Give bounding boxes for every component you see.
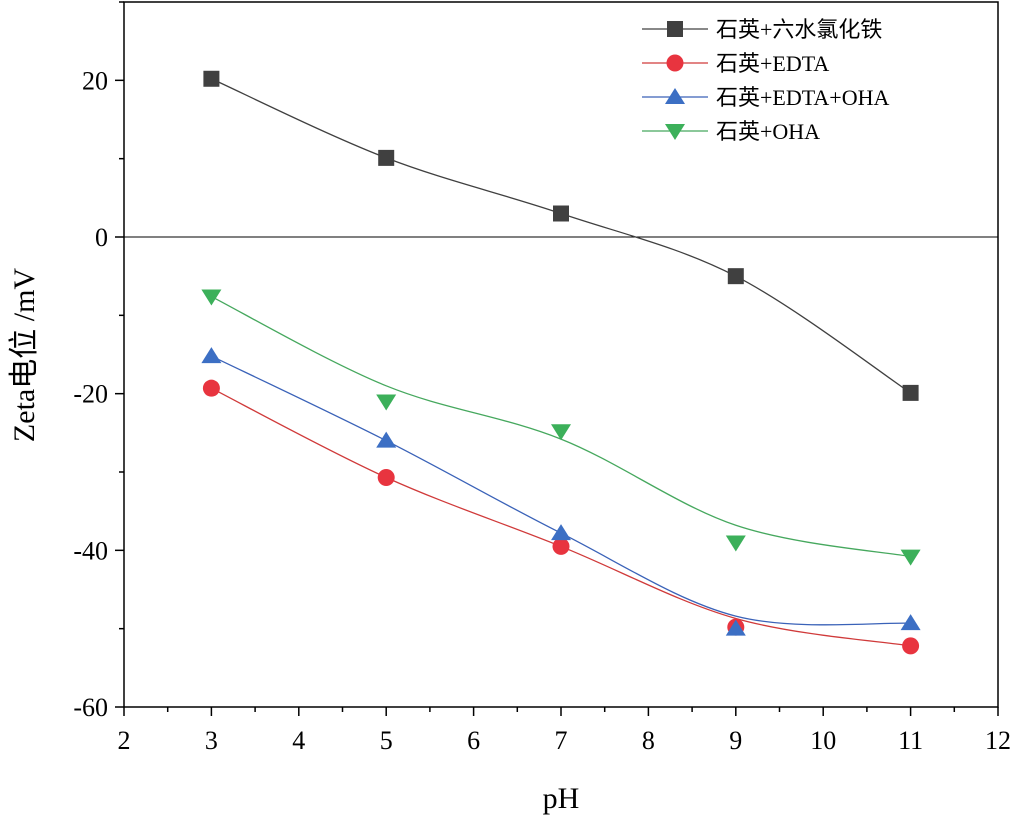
- data-markers: [201, 70, 921, 655]
- data-point-marker: [201, 289, 222, 306]
- data-point-marker: [201, 347, 222, 364]
- data-point-marker: [376, 431, 397, 448]
- x-tick-label: 6: [467, 726, 480, 755]
- x-tick-label: 2: [118, 726, 131, 755]
- y-tick-label: 20: [82, 66, 108, 95]
- legend-label: 石英+OHA: [716, 119, 820, 144]
- legend-label: 石英+EDTA+OHA: [716, 85, 889, 110]
- data-point-marker: [378, 149, 395, 166]
- x-tick-label: 9: [729, 726, 742, 755]
- legend-marker: [665, 88, 685, 104]
- fitted-curves: [211, 78, 911, 647]
- data-point-marker: [900, 614, 921, 631]
- x-tick-label: 8: [642, 726, 655, 755]
- x-tick-label: 7: [555, 726, 568, 755]
- y-tick-label: -60: [73, 693, 108, 722]
- axis-ticks: [115, 1, 999, 716]
- data-point-marker: [900, 549, 921, 566]
- x-tick-label: 11: [898, 726, 923, 755]
- data-point-marker: [902, 384, 919, 401]
- x-axis-title: pH: [543, 782, 580, 815]
- data-point-marker: [551, 424, 571, 441]
- data-point-marker: [203, 70, 220, 87]
- legend-label: 石英+EDTA: [716, 51, 829, 76]
- y-tick-labels: -60 -40 -20 0 20: [73, 66, 108, 722]
- x-tick-label: 10: [810, 726, 836, 755]
- data-point-marker: [202, 379, 220, 397]
- data-point-marker: [551, 524, 571, 541]
- data-point-marker: [552, 537, 570, 555]
- x-tick-labels: 2 3 4 5 6 7 8 9 10 11 12: [118, 726, 1012, 755]
- legend-marker: [666, 54, 684, 72]
- y-tick-label: -40: [73, 536, 108, 565]
- legend-marker: [665, 124, 685, 140]
- x-tick-label: 12: [985, 726, 1011, 755]
- y-tick-label: -20: [73, 380, 108, 409]
- data-point-marker: [376, 394, 397, 411]
- data-point-marker: [902, 637, 920, 655]
- series-curve: [211, 355, 911, 626]
- data-point-marker: [553, 205, 569, 222]
- y-tick-label: 0: [95, 223, 108, 252]
- x-tick-label: 5: [380, 726, 393, 755]
- x-tick-label: 4: [292, 726, 305, 755]
- x-tick-label: 3: [205, 726, 218, 755]
- data-point-marker: [725, 619, 746, 636]
- data-point-marker: [377, 468, 395, 486]
- data-point-marker: [727, 268, 744, 285]
- legend-label: 石英+六水氯化铁: [716, 17, 882, 42]
- data-point-marker: [725, 535, 746, 552]
- y-axis-title: Zeta电位 /mV: [8, 268, 41, 442]
- legend-marker: [667, 21, 683, 37]
